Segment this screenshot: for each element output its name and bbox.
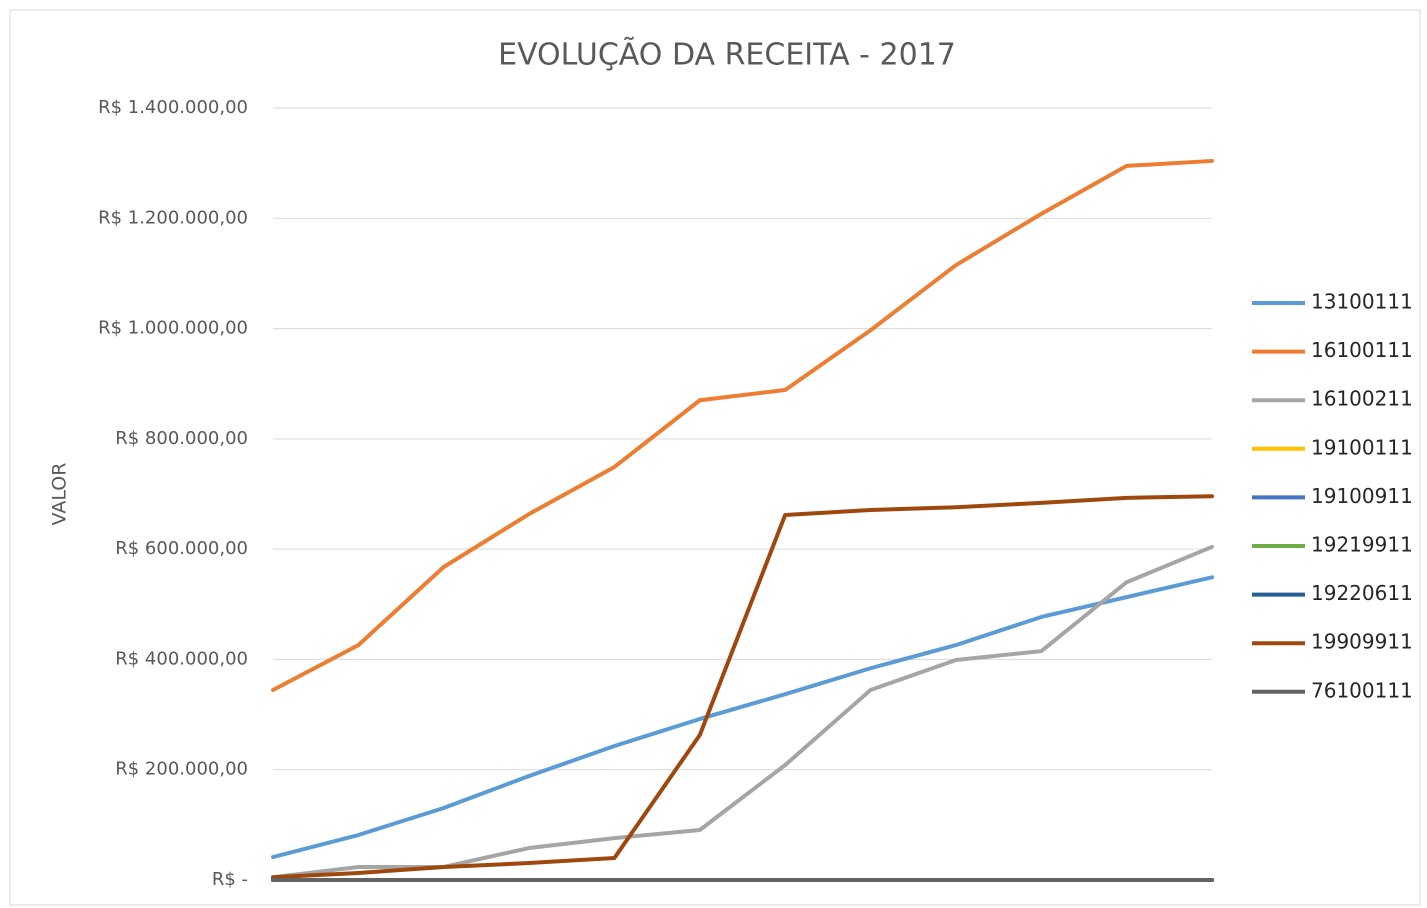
series-line bbox=[271, 158, 1214, 692]
y-tick-label: R$ 1.200.000,00 bbox=[98, 207, 248, 228]
legend-label: 16100211 bbox=[1311, 387, 1413, 411]
legend-label: 19909911 bbox=[1311, 630, 1413, 654]
legend-label: 19220611 bbox=[1311, 581, 1413, 605]
y-tick-label: R$ 200.000,00 bbox=[115, 759, 248, 780]
y-tick-label: R$ 1.400.000,00 bbox=[98, 97, 248, 118]
y-tick-label: R$ - bbox=[212, 869, 248, 890]
y-axis-label: VALOR bbox=[49, 463, 71, 526]
legend-label: 19100111 bbox=[1311, 435, 1413, 459]
legend-label: 13100111 bbox=[1311, 290, 1413, 314]
legend-label: 76100111 bbox=[1311, 678, 1413, 702]
legend-label: 16100111 bbox=[1311, 338, 1413, 362]
y-tick-label: R$ 800.000,00 bbox=[115, 428, 248, 449]
y-tick-label: R$ 600.000,00 bbox=[115, 538, 248, 559]
legend-label: 19219911 bbox=[1311, 533, 1413, 557]
y-tick-label: R$ 400.000,00 bbox=[115, 648, 248, 669]
series-line bbox=[271, 575, 1214, 860]
y-tick-label: R$ 1.000.000,00 bbox=[98, 318, 248, 339]
series-line bbox=[271, 494, 1214, 880]
chart-title: EVOLUÇÃO DA RECEITA - 2017 bbox=[498, 37, 956, 73]
legend-label: 19100911 bbox=[1311, 484, 1413, 508]
chart-frame bbox=[9, 9, 1421, 906]
